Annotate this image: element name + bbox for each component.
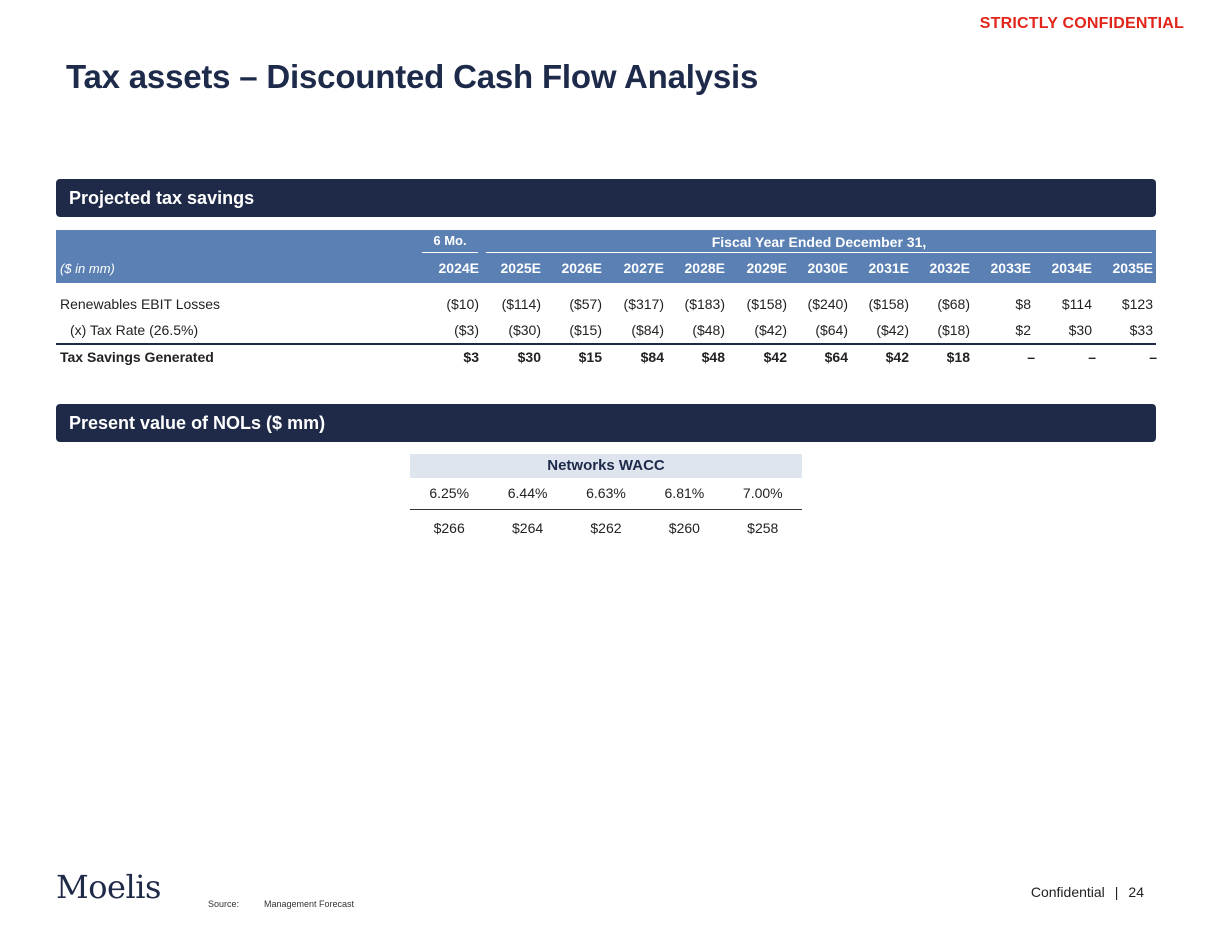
- page-footer: Confidential | 24: [1031, 884, 1144, 900]
- table-cell: $42: [763, 349, 787, 365]
- table-cell: $114: [1061, 296, 1092, 312]
- table-cell: $123: [1121, 296, 1153, 312]
- table-cell: $30: [517, 349, 541, 365]
- table-cell: ($68): [937, 296, 970, 312]
- table-cell: $15: [578, 349, 602, 365]
- source-note: Source: Management Forecast: [208, 899, 354, 909]
- table-cell: ($114): [501, 296, 541, 312]
- nol-value: $264: [512, 520, 544, 536]
- table-cell: ($10): [446, 296, 479, 312]
- nol-value: $258: [747, 520, 779, 536]
- section-header-tax-savings: Projected tax savings: [56, 179, 1156, 217]
- wacc-rates-row: 6.25% 6.44% 6.63% 6.81% 7.00%: [410, 478, 802, 510]
- table-cell: ($183): [684, 296, 725, 312]
- table-cell: $8: [1015, 296, 1031, 312]
- table-cell: $3: [463, 349, 479, 365]
- table-cell: $64: [824, 349, 848, 365]
- header-fiscal-year: Fiscal Year Ended December 31,: [486, 230, 1152, 253]
- table-cell: ($3): [454, 322, 479, 338]
- nol-sensitivity-table: Networks WACC 6.25% 6.44% 6.63% 6.81% 7.…: [410, 454, 802, 546]
- page-number: 24: [1128, 884, 1144, 900]
- header-6mo: 6 Mo.: [422, 230, 478, 253]
- year-header: 2024E: [438, 260, 479, 276]
- table-cell: ($15): [569, 322, 602, 338]
- confidential-label: STRICTLY CONFIDENTIAL: [979, 15, 1184, 32]
- nol-value: $266: [433, 520, 465, 536]
- table-cell: ($30): [508, 322, 541, 338]
- nol-value: $262: [590, 520, 622, 536]
- section-header-nol-pv: Present value of NOLs ($ mm): [56, 404, 1156, 442]
- table-cell: $48: [701, 349, 725, 365]
- wacc-rate: 6.63%: [586, 485, 626, 501]
- table-header-years-row: ($ in mm) 2024E 2025E 2026E 2027E 2028E 2029E…: [56, 254, 1156, 283]
- table-cell: ($57): [569, 296, 602, 312]
- table-cell: ($42): [754, 322, 787, 338]
- year-header: 2033E: [990, 260, 1031, 276]
- table-cell: $84: [640, 349, 664, 365]
- year-header: 2027E: [623, 260, 664, 276]
- table-header-group-row: 6 Mo. Fiscal Year Ended December 31,: [56, 230, 1156, 254]
- table-cell: $42: [885, 349, 909, 365]
- year-header: 2030E: [807, 260, 848, 276]
- year-header: 2032E: [929, 260, 970, 276]
- year-header: 2034E: [1051, 260, 1092, 276]
- year-header: 2029E: [746, 260, 787, 276]
- table-row-ebit-losses: Renewables EBIT Losses ($10) ($114) ($57) (…: [56, 291, 1156, 317]
- footer-separator: |: [1114, 884, 1119, 900]
- tax-savings-table: 6 Mo. Fiscal Year Ended December 31, ($ …: [56, 230, 1157, 369]
- table-cell: $30: [1068, 322, 1092, 338]
- table-cell: ($158): [868, 296, 909, 312]
- row-label: Tax Savings Generated: [60, 349, 214, 365]
- footer-confidential: Confidential: [1030, 884, 1105, 900]
- year-header: 2026E: [561, 260, 602, 276]
- wacc-rate: 7.00%: [742, 485, 783, 501]
- year-header: 2028E: [684, 260, 725, 276]
- wacc-rate: 6.44%: [507, 485, 548, 501]
- page-title: Tax assets – Discounted Cash Flow Analys…: [66, 58, 759, 95]
- year-header: 2025E: [500, 260, 541, 276]
- table-cell: $2: [1015, 322, 1031, 338]
- table-row-tax-rate: (x) Tax Rate (26.5%) ($3) ($30) ($15) ($84)…: [56, 317, 1156, 343]
- row-label: Renewables EBIT Losses: [60, 296, 221, 312]
- source-value: Management Forecast: [264, 899, 355, 909]
- table-cell: –: [1027, 349, 1035, 365]
- table-cell: ($48): [692, 322, 725, 338]
- table-cell: ($64): [815, 322, 848, 338]
- source-label: Source:: [208, 899, 240, 909]
- wacc-rate: 6.25%: [429, 485, 470, 501]
- moelis-logo: Moelis: [56, 868, 161, 906]
- wacc-header: Networks WACC: [410, 454, 802, 478]
- row-label: (x) Tax Rate (26.5%): [70, 322, 199, 338]
- units-label: ($ in mm): [60, 261, 115, 276]
- table-cell: –: [1149, 349, 1157, 365]
- table-cell: ($42): [876, 322, 909, 338]
- table-cell: ($240): [807, 296, 848, 312]
- table-cell: ($317): [623, 296, 664, 312]
- table-cell: ($18): [937, 322, 970, 338]
- year-header: 2031E: [868, 260, 909, 276]
- nol-values-row: $266 $264 $262 $260 $258: [410, 510, 802, 546]
- table-cell: ($158): [746, 296, 787, 312]
- table-cell: ($84): [631, 322, 664, 338]
- table-cell: $33: [1129, 322, 1153, 338]
- year-header: 2035E: [1112, 260, 1153, 276]
- table-cell: –: [1088, 349, 1096, 365]
- wacc-rate: 6.81%: [664, 485, 705, 501]
- table-row-tax-savings: Tax Savings Generated $3 $30 $15 $84 $48 $42 $…: [56, 343, 1157, 369]
- nol-value: $260: [668, 520, 700, 536]
- table-cell: $18: [946, 349, 970, 365]
